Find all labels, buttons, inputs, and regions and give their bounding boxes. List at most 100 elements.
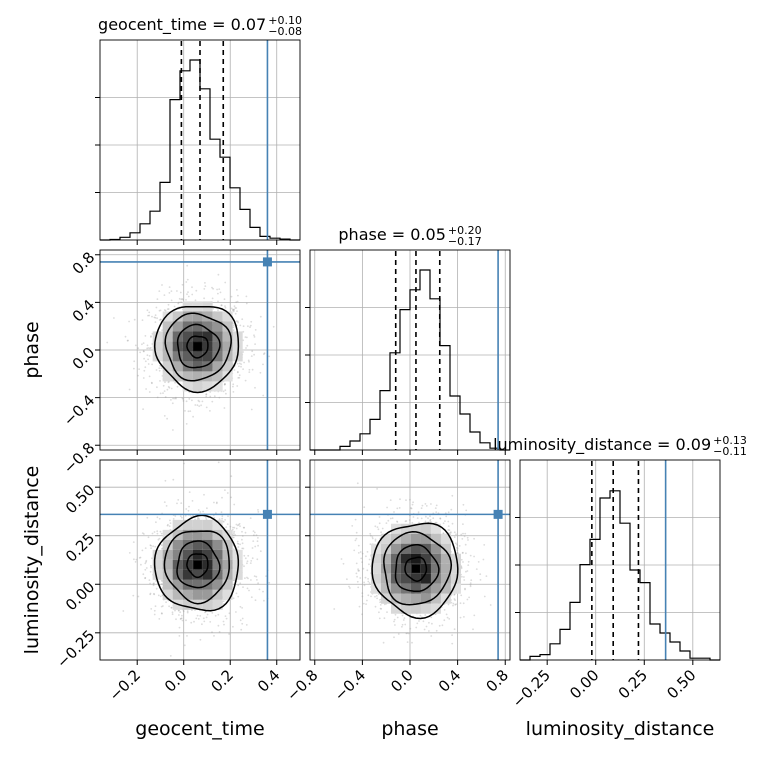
- density-bin: [430, 523, 441, 534]
- scatter-point: [246, 576, 248, 579]
- scatter-point: [452, 602, 455, 605]
- scatter-point: [159, 392, 162, 395]
- scatter-point: [435, 504, 438, 507]
- histogram-luminosity-distance: luminosity_distance = 0.09 +0.13−0.11: [493, 434, 747, 665]
- scatter-point: [380, 531, 382, 534]
- scatter-point: [450, 593, 453, 596]
- scatter-point: [181, 614, 183, 617]
- scatter-point: [405, 520, 408, 522]
- scatter-point: [152, 582, 155, 585]
- scatter-point: [405, 632, 408, 635]
- scatter-point: [144, 562, 147, 565]
- scatter-point: [155, 580, 158, 582]
- scatter-point: [186, 610, 189, 613]
- scatter-point: [211, 400, 214, 403]
- density-bin: [192, 599, 203, 610]
- x-axis-label-phase: phase: [381, 718, 438, 740]
- density-bin: [420, 573, 431, 584]
- density-bin: [172, 539, 183, 550]
- scatter-point: [464, 543, 467, 546]
- scatter-point: [363, 584, 366, 587]
- density-bin: [202, 529, 213, 540]
- scatter-point: [156, 396, 159, 399]
- scatter-point: [368, 563, 370, 566]
- scatter-point: [377, 593, 380, 596]
- scatter-point: [198, 405, 201, 407]
- scatter-point: [223, 298, 226, 301]
- scatter-point: [379, 607, 382, 610]
- density-bin: [440, 583, 451, 594]
- title-upper-error: +0.20: [448, 224, 482, 237]
- scatter-point: [366, 551, 369, 553]
- scatter-point: [241, 318, 244, 321]
- scatter-point: [159, 595, 162, 598]
- density-bin: [370, 563, 381, 574]
- scatter-point: [211, 297, 214, 300]
- scatter-point: [429, 515, 431, 518]
- density-bin: [430, 563, 441, 574]
- scatter-point: [204, 285, 207, 287]
- scatter-point: [435, 629, 438, 632]
- scatter-point: [463, 535, 466, 538]
- scatter-point: [460, 558, 463, 561]
- scatter-point: [245, 295, 248, 298]
- scatter-point: [237, 321, 240, 324]
- scatter-point: [483, 595, 486, 598]
- scatter-point: [232, 324, 235, 327]
- scatter-point: [147, 358, 150, 361]
- scatter-point: [192, 415, 195, 418]
- density-bin: [182, 529, 193, 540]
- density-bin: [152, 351, 163, 362]
- panel-content: [100, 460, 300, 660]
- scatter-point: [199, 638, 202, 641]
- scatter-point: [368, 558, 371, 561]
- scatter-point: [427, 517, 429, 520]
- scatter-point: [179, 291, 182, 294]
- x-tick-label: −0.25: [509, 666, 554, 711]
- scatter-point: [232, 326, 235, 329]
- density-bin: [182, 569, 193, 580]
- scatter-point: [245, 347, 247, 349]
- scatter-point: [217, 309, 219, 312]
- scatter-point: [451, 494, 454, 497]
- scatter-point: [187, 291, 189, 293]
- scatter-point: [237, 546, 240, 548]
- scatter-point: [250, 355, 253, 357]
- scatter-point: [396, 520, 398, 523]
- scatter-point: [170, 606, 173, 609]
- scatter-point: [239, 582, 242, 585]
- scatter-point: [143, 357, 146, 360]
- scatter-point: [181, 516, 183, 519]
- scatter-point: [162, 605, 164, 607]
- scatter-point: [391, 517, 394, 520]
- density-bin: [202, 351, 213, 362]
- density-bin: [400, 523, 411, 534]
- scatter-point: [168, 286, 171, 288]
- scatter-point: [236, 310, 238, 313]
- density-bin: [212, 351, 223, 362]
- scatter-point: [374, 605, 377, 608]
- scatter-point: [234, 312, 237, 315]
- scatter-point: [418, 620, 420, 622]
- scatter-point: [430, 635, 433, 637]
- scatter-point: [154, 605, 157, 608]
- scatter-point: [187, 509, 190, 512]
- contour-level-2: [176, 323, 221, 369]
- scatter-point: [170, 290, 173, 292]
- scatter-point: [268, 355, 270, 358]
- scatter-point: [142, 573, 145, 576]
- scatter-point: [147, 347, 150, 349]
- scatter-point: [133, 318, 136, 321]
- scatter-point: [404, 520, 407, 523]
- scatter-point: [148, 311, 151, 314]
- scatter-point: [243, 565, 245, 568]
- density-bin: [212, 311, 223, 322]
- scatter-point: [218, 518, 221, 520]
- scatter-point: [397, 633, 400, 635]
- scatter-point: [447, 603, 450, 606]
- scatter-point: [231, 308, 234, 311]
- scatter-point: [186, 635, 188, 637]
- scatter-point: [150, 335, 152, 337]
- scatter-point: [150, 381, 153, 384]
- scatter-point: [473, 555, 475, 558]
